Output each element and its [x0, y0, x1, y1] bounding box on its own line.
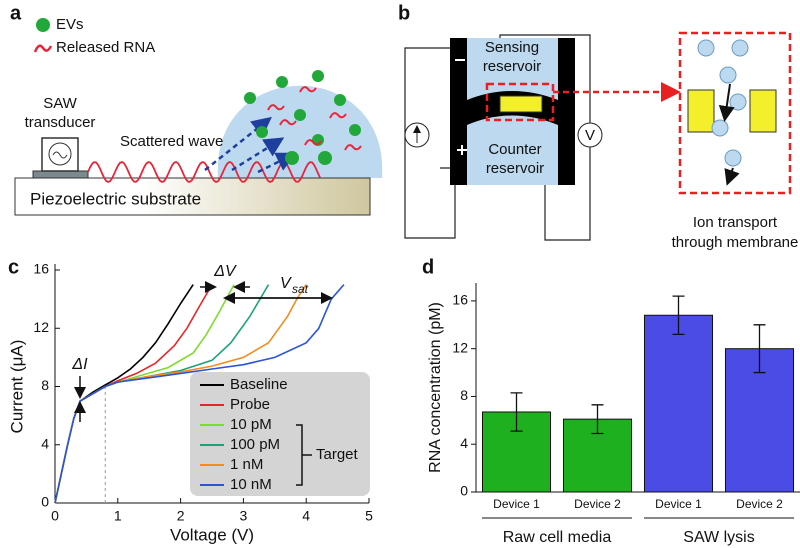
group-label: Raw cell media — [503, 529, 612, 546]
ev-icon — [36, 18, 50, 32]
zoom-box — [485, 82, 555, 122]
annotation: V — [280, 275, 292, 292]
x-tick-label: Device 2 — [574, 497, 621, 511]
legend-label: Released RNA — [56, 39, 155, 56]
panel-label: a — [10, 2, 22, 24]
legend-label: Probe — [230, 396, 270, 413]
inset-label: through membrane — [672, 234, 799, 251]
x-tick-label: 2 — [177, 508, 185, 524]
transducer-wave — [52, 151, 68, 159]
y-tick-label: 0 — [41, 494, 49, 510]
y-tick-label: 0 — [460, 483, 468, 499]
reservoir-label: Sensing — [485, 39, 539, 56]
x-tick-label: 5 — [365, 508, 373, 524]
x-tick-label: Device 2 — [736, 497, 783, 511]
y-tick-label: 16 — [452, 292, 468, 308]
counter-reservoir — [467, 115, 558, 185]
reservoir-label: Counter — [488, 141, 541, 158]
reservoir-label: reservoir — [483, 58, 541, 75]
substrate — [14, 177, 371, 216]
panel-label: c — [8, 256, 19, 278]
x-tick-label: 1 — [114, 508, 122, 524]
bar — [643, 314, 714, 493]
panel-label: d — [422, 256, 434, 278]
inset — [678, 31, 792, 195]
legend-label: EVs — [56, 16, 84, 33]
rna-icon — [33, 44, 53, 53]
reservoir-label: reservoir — [486, 160, 544, 177]
series-line — [54, 284, 194, 504]
y-tick-label: 16 — [33, 261, 49, 277]
plus-sign — [457, 145, 467, 155]
rna-strands — [267, 86, 362, 151]
x-tick-label: 0 — [51, 508, 59, 524]
substrate-label: Piezoelectric substrate — [30, 189, 201, 208]
y-tick-label: 12 — [33, 319, 49, 335]
x-tick-label: Device 1 — [493, 497, 540, 511]
annotation-sub: sat — [292, 282, 309, 296]
annotation: ΔI — [71, 356, 88, 373]
panel-label: b — [398, 2, 410, 24]
transducer-plate — [32, 170, 89, 179]
panel-b: b V Sensing reservoir Counter reservoir … — [398, 2, 798, 251]
y-axis-title: RNA concentration (pM) — [427, 302, 444, 473]
series-line — [54, 284, 213, 504]
inset-label: Ion transport — [693, 214, 778, 231]
transducer-label: SAW — [43, 95, 77, 112]
membrane — [499, 95, 543, 113]
legend-label: 10 nM — [230, 476, 272, 493]
legend-box — [190, 372, 370, 496]
inset-contents — [687, 39, 777, 186]
group-label: SAW lysis — [683, 529, 754, 546]
legend-label: Baseline — [230, 376, 288, 393]
y-tick-label: 4 — [460, 435, 468, 451]
annotation: ΔV — [213, 263, 237, 280]
y-axis-title: Current (μA) — [7, 340, 26, 434]
x-tick-label: 3 — [240, 508, 248, 524]
x-tick-label: 4 — [302, 508, 310, 524]
transducer-label: transducer — [25, 114, 96, 131]
y-tick-label: 8 — [41, 377, 49, 393]
voltmeter — [577, 122, 603, 148]
error-bar — [672, 295, 685, 336]
error-bar — [753, 324, 766, 374]
wave-label: Scattered wave — [120, 133, 223, 150]
y-tick-label: 4 — [41, 435, 49, 451]
evs — [244, 70, 361, 165]
meter-label: V — [585, 127, 595, 144]
error-bar — [591, 404, 604, 435]
legend-label: 10 pM — [230, 416, 272, 433]
y-tick-label: 8 — [460, 387, 468, 403]
transducer-source — [48, 142, 72, 166]
x-tick-label: Device 1 — [655, 497, 702, 511]
series-line — [54, 284, 345, 504]
droplet — [217, 85, 383, 178]
legend-bracket — [296, 424, 312, 486]
legend-label: 100 pM — [230, 436, 280, 453]
legend-group-label: Target — [316, 446, 359, 463]
y-tick-label: 12 — [452, 339, 468, 355]
panel-a: a EVs Released RNA Piezoelectric substra… — [10, 2, 383, 216]
x-axis-title: Voltage (V) — [170, 525, 254, 544]
error-bar — [510, 392, 523, 432]
legend-label: 1 nM — [230, 456, 263, 473]
